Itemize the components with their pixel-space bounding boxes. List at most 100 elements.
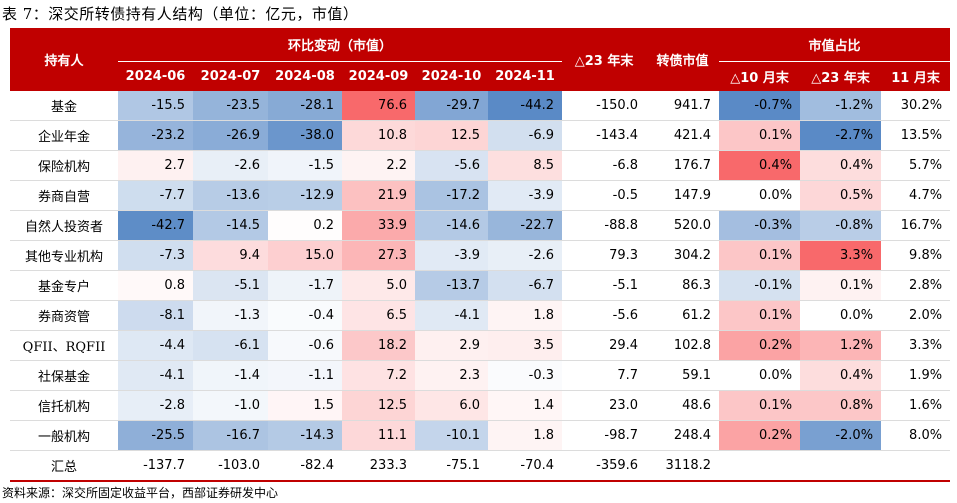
row-label: 基金 xyxy=(10,91,118,121)
change-cell: 0.2 xyxy=(268,210,342,241)
delta23-cell: 23.0 xyxy=(562,390,647,421)
change-cell: -17.2 xyxy=(415,180,488,211)
share-cell: 1.2% xyxy=(800,330,882,361)
share-cell: 0.1% xyxy=(719,390,801,421)
row-label: 自然人投资者 xyxy=(10,210,118,241)
change-cell: -1.3 xyxy=(193,300,268,331)
row-label: QFII、RQFII xyxy=(10,330,118,361)
share-cell: 4.7% xyxy=(881,180,951,211)
change-cell: 11.1 xyxy=(342,420,415,451)
share-cell: 9.8% xyxy=(881,240,951,271)
header-share-col: △10 月末 xyxy=(719,61,801,91)
delta23-cell: -0.5 xyxy=(562,180,647,211)
change-cell: -0.6 xyxy=(268,330,342,361)
change-cell: -6.7 xyxy=(488,270,563,301)
total-label: 汇总 xyxy=(10,450,118,482)
change-cell: -23.2 xyxy=(118,120,193,151)
change-cell: -2.6 xyxy=(488,240,563,271)
change-cell: -23.5 xyxy=(193,91,268,121)
table-title: 表 7：深交所转债持有人结构（单位：亿元，市值） xyxy=(2,5,359,23)
source-note: 资料来源：深交所固定收益平台，西部证券研发中心 xyxy=(2,486,279,500)
share-cell: 0.2% xyxy=(719,420,801,451)
change-cell: -2.8 xyxy=(118,390,193,421)
change-cell: -25.5 xyxy=(118,420,193,451)
market-value-cell: 61.2 xyxy=(646,300,720,331)
table-row: 企业年金 -23.2 -26.9 -38.0 10.8 12.5 -6.9 -143.4 421… xyxy=(10,120,951,151)
table-row: 基金 -15.5 -23.5 -28.1 76.6 -29.7 -44.2 -150.0 941… xyxy=(10,91,951,121)
change-cell: 76.6 xyxy=(342,91,415,121)
change-cell: 1.8 xyxy=(488,420,563,451)
change-cell: -8.1 xyxy=(118,300,193,331)
change-cell: -2.6 xyxy=(193,150,268,181)
change-cell: -13.6 xyxy=(193,180,268,211)
change-cell: 6.5 xyxy=(342,300,415,331)
change-cell: 27.3 xyxy=(342,240,415,271)
share-cell: 0.5% xyxy=(800,180,882,211)
market-value-cell: 59.1 xyxy=(646,360,720,391)
header-month: 2024-11 xyxy=(488,61,563,91)
table-row: 一般机构 -25.5 -16.7 -14.3 11.1 -10.1 1.8 -98.7 248.… xyxy=(10,420,951,451)
market-value-cell: 48.6 xyxy=(646,390,720,421)
table-row: 基金专户 0.8 -5.1 -1.7 5.0 -13.7 -6.7 -5.1 86.3 -0.1%… xyxy=(10,270,951,301)
change-cell: 9.4 xyxy=(193,240,268,271)
change-cell: 18.2 xyxy=(342,330,415,361)
change-cell: 2.3 xyxy=(415,360,488,391)
change-cell: -1.0 xyxy=(193,390,268,421)
change-cell: -14.3 xyxy=(268,420,342,451)
share-cell: 0.1% xyxy=(719,240,801,271)
change-cell: 15.0 xyxy=(268,240,342,271)
row-label: 企业年金 xyxy=(10,120,118,151)
row-label: 其他专业机构 xyxy=(10,240,118,271)
change-cell: -3.9 xyxy=(488,180,563,211)
change-cell: -7.7 xyxy=(118,180,193,211)
total-change-cell: -103.0 xyxy=(193,450,268,482)
change-cell: -6.9 xyxy=(488,120,563,151)
change-cell: 3.5 xyxy=(488,330,563,361)
change-cell: 1.5 xyxy=(268,390,342,421)
header-month: 2024-07 xyxy=(193,61,268,91)
market-value-cell: 248.4 xyxy=(646,420,720,451)
delta23-cell: -6.8 xyxy=(562,150,647,181)
change-cell: -1.4 xyxy=(193,360,268,391)
market-value-cell: 147.9 xyxy=(646,180,720,211)
share-cell: -1.2% xyxy=(800,91,882,121)
row-label: 券商自营 xyxy=(10,180,118,211)
share-cell: -2.0% xyxy=(800,420,882,451)
change-cell: -10.1 xyxy=(415,420,488,451)
share-cell: -0.7% xyxy=(719,91,801,121)
change-cell: -15.5 xyxy=(118,91,193,121)
change-cell: -1.7 xyxy=(268,270,342,301)
empty-cell xyxy=(719,450,801,482)
change-cell: -1.1 xyxy=(268,360,342,391)
change-cell: -26.9 xyxy=(193,120,268,151)
change-cell: -14.5 xyxy=(193,210,268,241)
header-share-col: 11 月末 xyxy=(881,61,951,91)
change-cell: -0.3 xyxy=(488,360,563,391)
change-cell: 12.5 xyxy=(342,390,415,421)
change-cell: -0.4 xyxy=(268,300,342,331)
change-cell: -28.1 xyxy=(268,91,342,121)
share-cell: 8.0% xyxy=(881,420,951,451)
share-cell: 0.4% xyxy=(719,150,801,181)
change-cell: 2.7 xyxy=(118,150,193,181)
total-row: 汇总 -137.7 -103.0 -82.4 233.3 -75.1 -70.4 -359.6… xyxy=(10,450,951,482)
total-market-value-cell: 3118.2 xyxy=(646,450,720,482)
change-cell: 1.8 xyxy=(488,300,563,331)
market-value-cell: 941.7 xyxy=(646,91,720,121)
row-label: 一般机构 xyxy=(10,420,118,451)
change-cell: -5.1 xyxy=(193,270,268,301)
change-cell: 6.0 xyxy=(415,390,488,421)
change-cell: 2.2 xyxy=(342,150,415,181)
share-cell: -2.7% xyxy=(800,120,882,151)
total-change-cell: 233.3 xyxy=(342,450,415,482)
total-delta23-cell: -359.6 xyxy=(562,450,647,482)
share-cell: 2.8% xyxy=(881,270,951,301)
market-value-cell: 304.2 xyxy=(646,240,720,271)
share-cell: 5.7% xyxy=(881,150,951,181)
change-cell: -12.9 xyxy=(268,180,342,211)
share-cell: 0.0% xyxy=(719,360,801,391)
total-change-cell: -75.1 xyxy=(415,450,488,482)
table-row: 券商资管 -8.1 -1.3 -0.4 6.5 -4.1 1.8 -5.6 61.2 0.1% 0.… xyxy=(10,300,951,331)
share-cell: 0.1% xyxy=(800,270,882,301)
share-cell: 30.2% xyxy=(881,91,951,121)
